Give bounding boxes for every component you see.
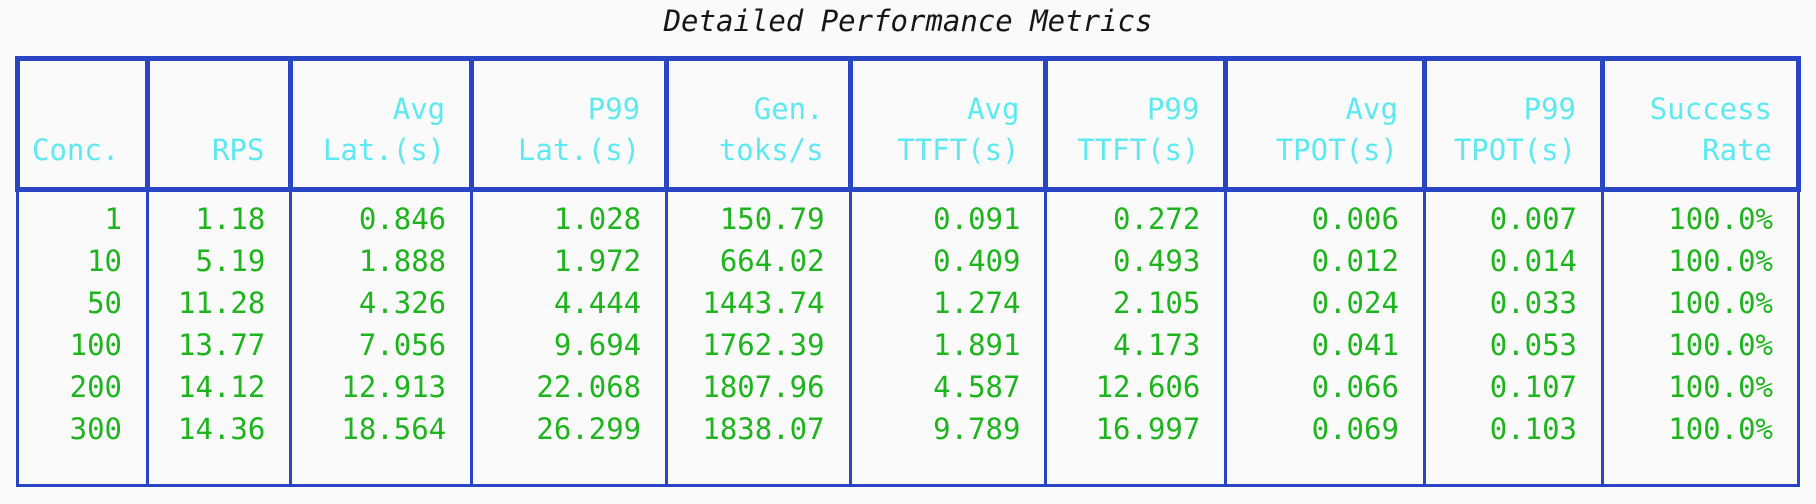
table-cell: 16.997 xyxy=(1095,412,1201,446)
table-column-7: 0.272 0.493 2.105 4.173 12.606 16.997 xyxy=(1044,188,1228,487)
table-cell: 200 xyxy=(69,370,122,404)
table-cell: 26.299 xyxy=(536,412,642,446)
table-cell: 11.28 xyxy=(178,286,266,320)
table-cell: 300 xyxy=(69,412,122,446)
table-cell: 0.846 xyxy=(358,202,447,236)
table-cell: 1.972 xyxy=(553,244,642,278)
table-cell: 0.493 xyxy=(1113,244,1201,278)
table-cell: 100.0% xyxy=(1668,370,1773,404)
table-body: 1 10 50 100 200 300 1.18 5.19 11.28 13.77 14.12 14.… xyxy=(16,188,1800,487)
column-header-1: Conc. xyxy=(15,56,150,192)
table-cell: 0.053 xyxy=(1489,328,1578,362)
column-header-3: Avg Lat.(s) xyxy=(288,56,475,192)
table-cell: 4.444 xyxy=(553,286,642,320)
table-cell: 100.0% xyxy=(1668,328,1773,362)
table-cell: 1443.74 xyxy=(702,286,825,320)
table-column-8: 0.006 0.012 0.024 0.041 0.066 0.069 xyxy=(1224,188,1426,487)
table-cell: 0.006 xyxy=(1311,202,1399,236)
table-column-3: 0.846 1.888 4.326 7.056 12.913 18.564 xyxy=(289,188,474,487)
table-cell: 10 xyxy=(87,244,122,278)
column-header-6: Avg TTFT(s) xyxy=(847,56,1049,192)
table-column-5: 150.79 664.02 1443.74 1762.39 1807.96 1838.07 xyxy=(665,188,852,487)
table-cell: 13.77 xyxy=(178,328,266,362)
table-cell: 1 xyxy=(104,202,122,236)
table-column-10: 100.0% 100.0% 100.0% 100.0% 100.0% 100.0% xyxy=(1601,188,1800,487)
table-cell: 12.913 xyxy=(341,370,447,404)
table-cell: 150.79 xyxy=(719,202,825,236)
table-cell: 0.103 xyxy=(1489,412,1578,446)
table-header: Conc. RPS Avg Lat.(s) P99 Lat.(s) Gen. toks/… xyxy=(15,56,1801,192)
table-cell: 1.891 xyxy=(933,328,1021,362)
table-cell: 1762.39 xyxy=(702,328,825,362)
table-cell: 100.0% xyxy=(1668,202,1773,236)
table-cell: 4.587 xyxy=(933,370,1021,404)
table-cell: 100.0% xyxy=(1668,244,1773,278)
table-cell: 7.056 xyxy=(358,328,447,362)
table-cell: 9.789 xyxy=(933,412,1021,446)
header-row: Conc. RPS Avg Lat.(s) P99 Lat.(s) Gen. toks/… xyxy=(15,56,1801,192)
table-cell: 0.012 xyxy=(1311,244,1399,278)
chart-title: Detailed Performance Metrics xyxy=(663,4,1153,38)
table-cell: 5.19 xyxy=(195,244,266,278)
table-cell: 1807.96 xyxy=(702,370,825,404)
column-header-9: P99 TPOT(s) xyxy=(1421,56,1606,192)
data-row-container: 1 10 50 100 200 300 1.18 5.19 11.28 13.77 14.12 14.… xyxy=(16,188,1800,487)
column-header-4: P99 Lat.(s) xyxy=(469,56,670,192)
table-cell: 0.033 xyxy=(1489,286,1578,320)
table-cell: 14.12 xyxy=(178,370,266,404)
table-cell: 664.02 xyxy=(719,244,825,278)
column-header-2: RPS xyxy=(144,56,294,192)
table-cell: 22.068 xyxy=(536,370,642,404)
table-column-2: 1.18 5.19 11.28 13.77 14.12 14.36 xyxy=(145,188,293,487)
table-cell: 1.888 xyxy=(358,244,447,278)
table-cell: 12.606 xyxy=(1095,370,1201,404)
table-cell: 9.694 xyxy=(553,328,642,362)
table-cell: 1.028 xyxy=(553,202,642,236)
table-cell: 0.024 xyxy=(1311,286,1399,320)
column-header-8: Avg TPOT(s) xyxy=(1223,56,1427,192)
table-cell: 50 xyxy=(87,286,122,320)
table-column-4: 1.028 1.972 4.444 9.694 22.068 26.299 xyxy=(470,188,669,487)
table-column-6: 0.091 0.409 1.274 1.891 4.587 9.789 xyxy=(848,188,1048,487)
table-cell: 2.105 xyxy=(1113,286,1201,320)
table-cell: 0.066 xyxy=(1311,370,1399,404)
table-cell: 100.0% xyxy=(1668,286,1773,320)
table-cell: 4.326 xyxy=(358,286,447,320)
table-cell: 4.173 xyxy=(1113,328,1201,362)
table-cell: 100.0% xyxy=(1668,412,1773,446)
table-cell: 14.36 xyxy=(178,412,266,446)
table-cell: 0.041 xyxy=(1311,328,1399,362)
table-cell: 0.069 xyxy=(1311,412,1399,446)
table-cell: 1.274 xyxy=(933,286,1021,320)
table-column-1: 1 10 50 100 200 300 xyxy=(16,188,149,487)
column-header-10: Success Rate xyxy=(1600,56,1801,192)
table-cell: 18.564 xyxy=(341,412,447,446)
table-cell: 0.014 xyxy=(1489,244,1578,278)
table-column-9: 0.007 0.014 0.033 0.053 0.107 0.103 xyxy=(1422,188,1605,487)
table-cell: 1.18 xyxy=(195,202,266,236)
table-cell: 0.007 xyxy=(1489,202,1578,236)
table-cell: 1838.07 xyxy=(702,412,825,446)
column-header-5: Gen. toks/s xyxy=(664,56,853,192)
table-cell: 0.409 xyxy=(933,244,1021,278)
table-cell: 0.272 xyxy=(1113,202,1201,236)
table-cell: 0.107 xyxy=(1489,370,1578,404)
performance-table: Conc. RPS Avg Lat.(s) P99 Lat.(s) Gen. toks/… xyxy=(15,56,1801,487)
column-header-7: P99 TTFT(s) xyxy=(1043,56,1229,192)
table-cell: 100 xyxy=(69,328,122,362)
table-cell: 0.091 xyxy=(933,202,1021,236)
